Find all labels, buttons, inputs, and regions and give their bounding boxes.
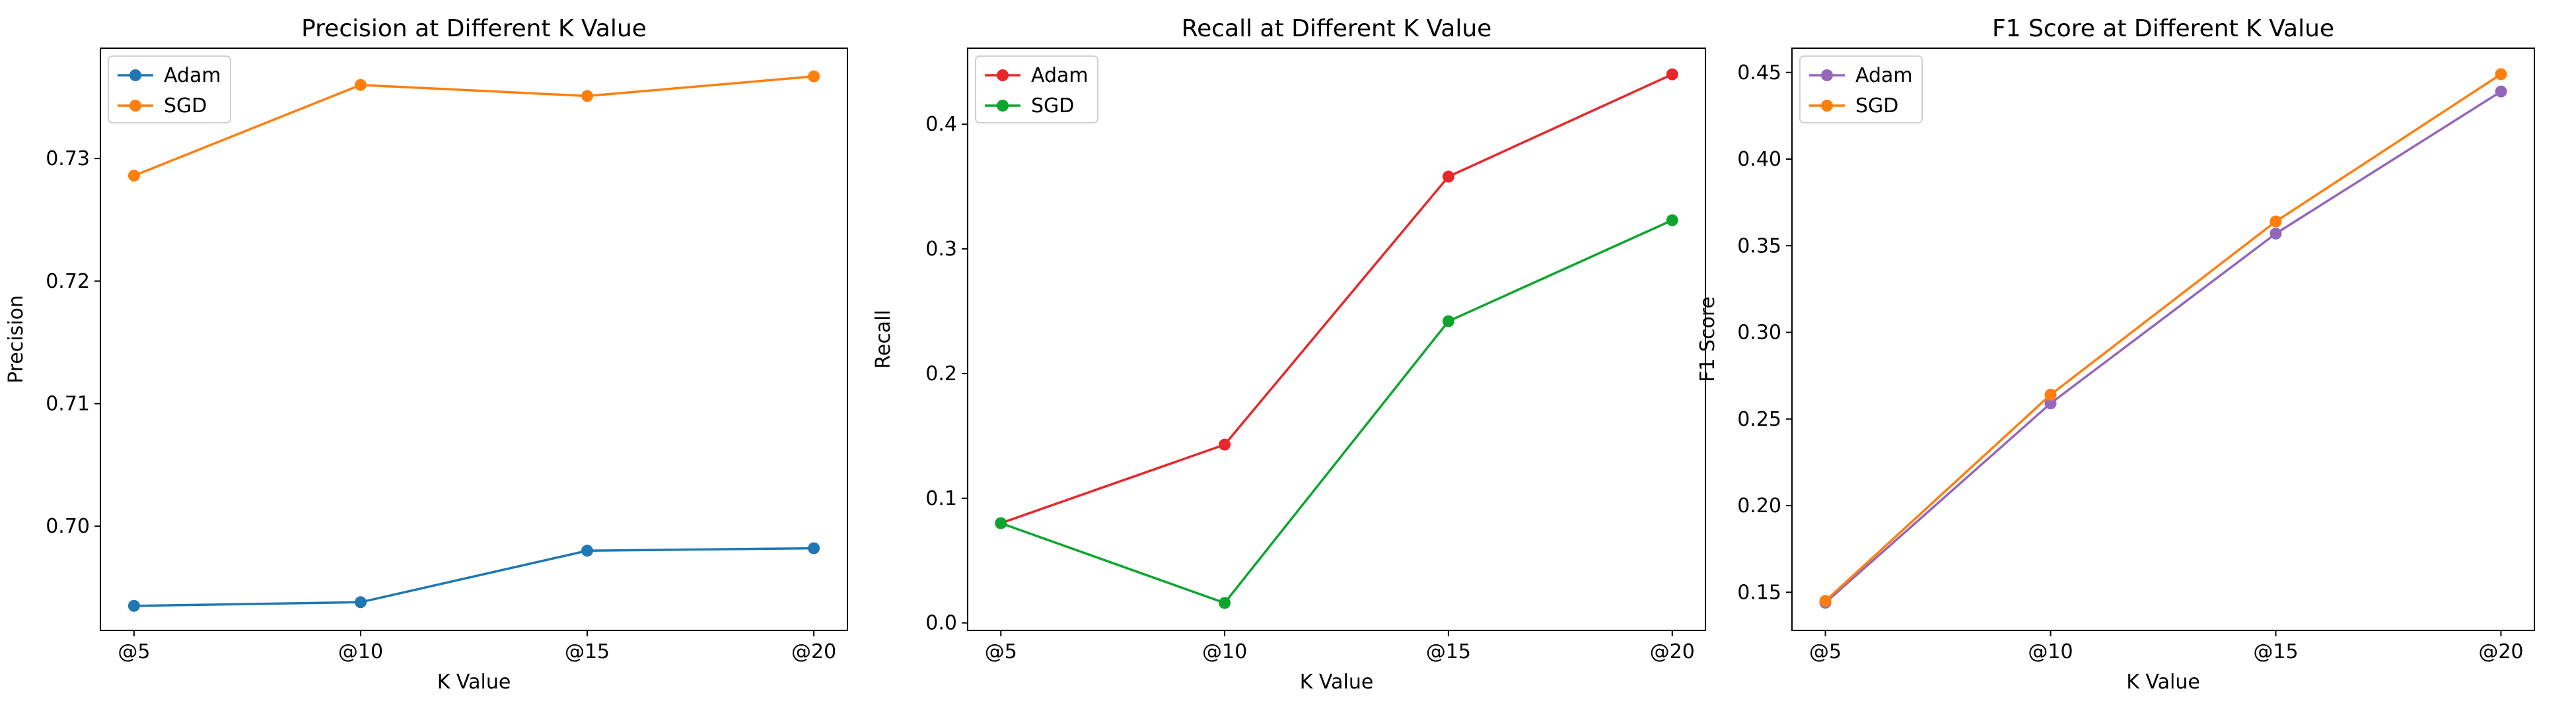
data-point-sgd (2044, 389, 2057, 401)
legend-label: SGD (164, 94, 207, 117)
y-tick-label: 0.3 (925, 238, 957, 261)
series-line-adam (133, 547, 814, 607)
y-tick-label: 0.25 (1737, 408, 1781, 431)
y-tick-label: 0.2 (925, 362, 957, 385)
legend-label: SGD (1855, 94, 1898, 117)
chart-panel-1: Precision at Different K Value @5 @10 @15 @2… (5, 15, 848, 694)
legend-marker (1821, 69, 1833, 81)
y-tick-label: 0.15 (1737, 581, 1781, 604)
axes-frame (100, 48, 848, 631)
series-line-adam (1000, 73, 1673, 525)
y-axis-label: F1 Score (1696, 296, 1719, 382)
axes-frame (967, 48, 1706, 631)
data-point-adam (2270, 227, 2282, 240)
legend-marker (997, 100, 1009, 112)
x-tick-label: @10 (2028, 640, 2073, 663)
y-tick-label: 0.1 (925, 487, 957, 510)
y-tick-label: 0.73 (46, 147, 90, 170)
data-point-sgd (995, 517, 1007, 529)
x-tick-label: @5 (985, 640, 1017, 663)
data-point-sgd (1219, 597, 1231, 609)
x-axis-label: K Value (2126, 671, 2200, 694)
x-axis-label: K Value (437, 671, 511, 694)
y-tick-label: 0.70 (46, 515, 90, 538)
chart-panel-3: F1 Score at Different K Value @5 @10 @15 @20… (1696, 15, 2535, 694)
legend-marker (129, 69, 141, 81)
chart-panel-2: Recall at Different K Value @5 @10 @15 @20 0.… (872, 15, 1706, 694)
x-axis-label: K Value (1300, 671, 1374, 694)
data-point-sgd (581, 90, 594, 102)
data-point-adam (1219, 438, 1231, 451)
data-point-sgd (354, 79, 367, 91)
data-point-sgd (1666, 214, 1678, 226)
legend-label: Adam (164, 64, 221, 87)
legend-marker (997, 69, 1009, 81)
series-line-sgd (133, 75, 814, 177)
data-point-sgd (808, 70, 820, 83)
y-tick-label: 0.45 (1737, 61, 1781, 84)
chart-title: Precision at Different K Value (301, 15, 647, 42)
axes-frame (1791, 48, 2535, 631)
x-tick-label: @15 (2253, 640, 2298, 663)
data-point-adam (2495, 85, 2507, 98)
x-tick-label: @5 (118, 640, 150, 663)
legend-label: SGD (1031, 94, 1074, 117)
legend-marker (129, 100, 141, 112)
x-tick-label: @5 (1809, 640, 1842, 663)
y-tick-label: 0.72 (46, 270, 90, 293)
data-point-sgd (2270, 215, 2282, 228)
series-line-sgd (1000, 219, 1673, 605)
y-tick-label: 0.40 (1737, 148, 1781, 171)
data-point-adam (1666, 68, 1678, 81)
x-tick-label: @15 (1426, 640, 1471, 663)
data-point-sgd (127, 170, 140, 182)
data-point-adam (127, 599, 140, 612)
y-tick-label: 0.35 (1737, 234, 1781, 257)
data-point-adam (581, 545, 594, 557)
x-tick-label: @20 (791, 640, 836, 663)
series-line-adam (1824, 90, 2502, 604)
data-point-adam (1442, 170, 1454, 183)
data-point-sgd (2495, 68, 2507, 81)
series-line-sgd (1824, 73, 2502, 602)
y-axis-label: Recall (872, 310, 895, 369)
y-tick-label: 0.71 (46, 392, 90, 415)
y-axis-label: Precision (5, 295, 28, 384)
x-tick-label: @10 (1202, 640, 1247, 663)
y-tick-label: 0.0 (925, 612, 957, 635)
legend-label: Adam (1031, 64, 1089, 87)
data-point-adam (354, 596, 367, 609)
y-tick-label: 0.30 (1737, 321, 1781, 345)
chart-title: F1 Score at Different K Value (1992, 15, 2334, 42)
x-tick-label: @20 (2478, 640, 2523, 663)
legend-marker (1821, 100, 1833, 112)
x-tick-label: @20 (1650, 640, 1695, 663)
x-tick-label: @10 (338, 640, 383, 663)
chart-title: Recall at Different K Value (1182, 15, 1492, 42)
data-point-adam (808, 542, 820, 554)
y-tick-label: 0.4 (925, 113, 957, 136)
data-point-adam (2044, 397, 2057, 410)
x-tick-label: @15 (565, 640, 610, 663)
y-tick-label: 0.20 (1737, 494, 1781, 518)
data-point-sgd (1442, 315, 1454, 327)
data-point-sgd (1819, 595, 1832, 607)
legend-label: Adam (1855, 64, 1913, 87)
